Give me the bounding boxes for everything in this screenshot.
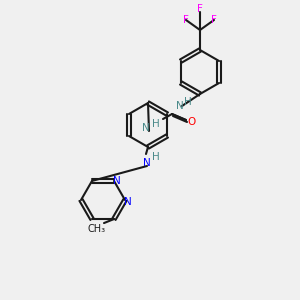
Text: N: N [143,158,151,168]
Text: N: N [113,176,121,186]
Text: F: F [183,15,189,25]
Text: F: F [197,4,203,14]
Text: CH₃: CH₃ [88,224,106,234]
Text: N: N [124,197,132,207]
Text: H: H [152,152,160,162]
Text: H: H [152,119,160,129]
Text: H: H [184,97,192,107]
Text: O: O [188,117,196,127]
Text: F: F [211,15,217,25]
Text: N: N [176,101,184,111]
Text: N: N [142,123,150,133]
